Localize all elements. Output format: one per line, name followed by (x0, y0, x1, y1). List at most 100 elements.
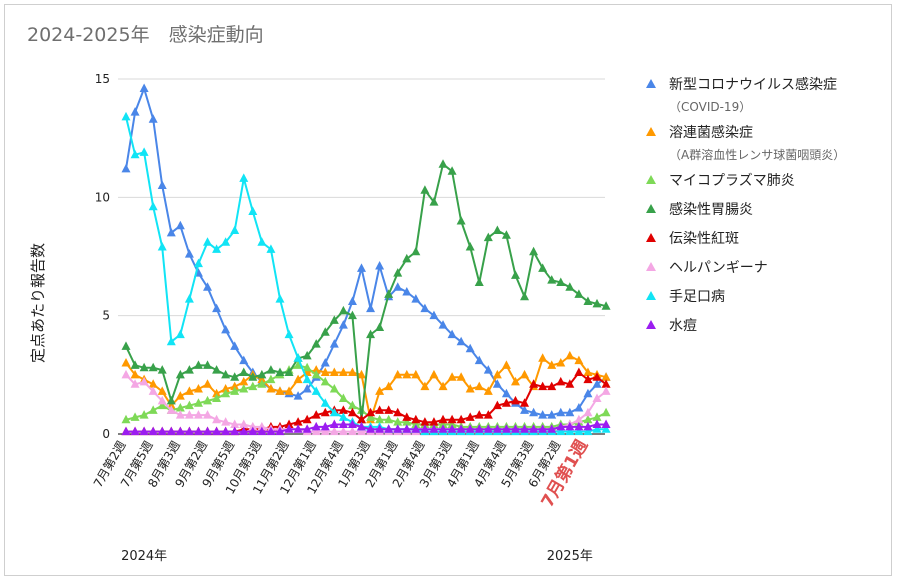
data-point (583, 414, 593, 424)
data-point (447, 414, 457, 424)
data-point (284, 424, 294, 433)
data-point (402, 287, 412, 296)
data-point (166, 395, 176, 405)
data-point (393, 369, 403, 379)
data-point (320, 367, 330, 376)
data-point (601, 301, 611, 310)
data-point (338, 405, 348, 414)
data-point (139, 83, 149, 92)
data-point (520, 424, 530, 433)
data-point (393, 424, 403, 433)
legend-label: 伝染性紅斑 (669, 231, 739, 247)
data-point (347, 400, 357, 410)
legend-marker (646, 204, 656, 213)
data-point (384, 414, 394, 424)
data-point (420, 417, 430, 426)
data-point (393, 268, 403, 277)
data-point (275, 386, 285, 395)
data-point (230, 341, 240, 350)
data-point (157, 242, 167, 251)
data-point (538, 381, 548, 391)
legend-item: ヘルパンギーナ (646, 260, 768, 276)
data-point (574, 421, 584, 431)
data-point (474, 410, 484, 419)
y-tick-label: 5 (102, 309, 110, 323)
data-point (592, 372, 602, 381)
data-point (357, 414, 366, 424)
data-point (239, 367, 249, 376)
data-point (311, 339, 321, 348)
data-point (311, 410, 321, 419)
data-point (583, 407, 593, 417)
data-point (347, 407, 357, 417)
legend-item: 伝染性紅斑 (646, 231, 739, 247)
data-point (474, 355, 484, 365)
legend-marker (646, 291, 656, 300)
data-point (320, 421, 330, 431)
data-point (501, 388, 511, 398)
data-point (184, 365, 194, 374)
data-point (556, 421, 566, 431)
data-point (565, 407, 575, 417)
data-point (130, 360, 140, 369)
data-point (212, 244, 222, 253)
data-point (239, 419, 249, 429)
data-point (184, 386, 194, 395)
data-point (139, 362, 149, 372)
data-point (375, 405, 385, 414)
data-point (130, 149, 140, 159)
data-point (520, 405, 530, 414)
data-point (257, 421, 267, 431)
data-point (329, 339, 339, 348)
data-point (293, 391, 303, 400)
data-point (157, 400, 167, 410)
data-point (320, 398, 330, 407)
data-point (239, 384, 249, 393)
data-point (520, 369, 530, 379)
legend-item: 新型コロナウイルス感染症 （COVID-19） (646, 76, 837, 114)
data-point (357, 426, 366, 436)
year-label: 2025年 (547, 549, 593, 564)
data-point (338, 412, 348, 421)
data-point (257, 237, 267, 246)
data-point (357, 263, 366, 272)
data-point (212, 388, 222, 398)
data-point (347, 419, 357, 429)
data-point (311, 421, 321, 431)
data-point (239, 173, 249, 182)
data-point (483, 410, 493, 419)
data-point (366, 303, 376, 313)
data-point (257, 374, 267, 384)
data-point (175, 369, 185, 379)
data-point (212, 303, 222, 313)
data-point (583, 296, 593, 305)
data-point (184, 249, 194, 258)
data-point (547, 410, 557, 419)
data-point (121, 111, 131, 121)
data-point (565, 421, 575, 431)
data-point (175, 329, 185, 339)
data-point (203, 379, 213, 388)
data-point (447, 419, 457, 429)
data-point (402, 424, 412, 433)
data-point (121, 358, 131, 367)
data-point (393, 417, 403, 426)
data-point (456, 336, 466, 346)
data-point (329, 367, 339, 376)
data-point (121, 163, 131, 173)
data-point (275, 426, 285, 436)
data-point (402, 412, 412, 421)
data-point (130, 426, 140, 436)
data-point (438, 381, 448, 391)
data-point (529, 379, 539, 388)
data-point (465, 242, 475, 251)
data-point (248, 206, 258, 216)
data-point (393, 282, 403, 291)
data-point (601, 407, 611, 417)
data-point (375, 424, 385, 433)
data-point (456, 216, 466, 225)
legend-label: 水痘 (669, 318, 697, 334)
data-point (556, 277, 566, 287)
data-point (474, 424, 484, 433)
data-point (375, 386, 385, 395)
